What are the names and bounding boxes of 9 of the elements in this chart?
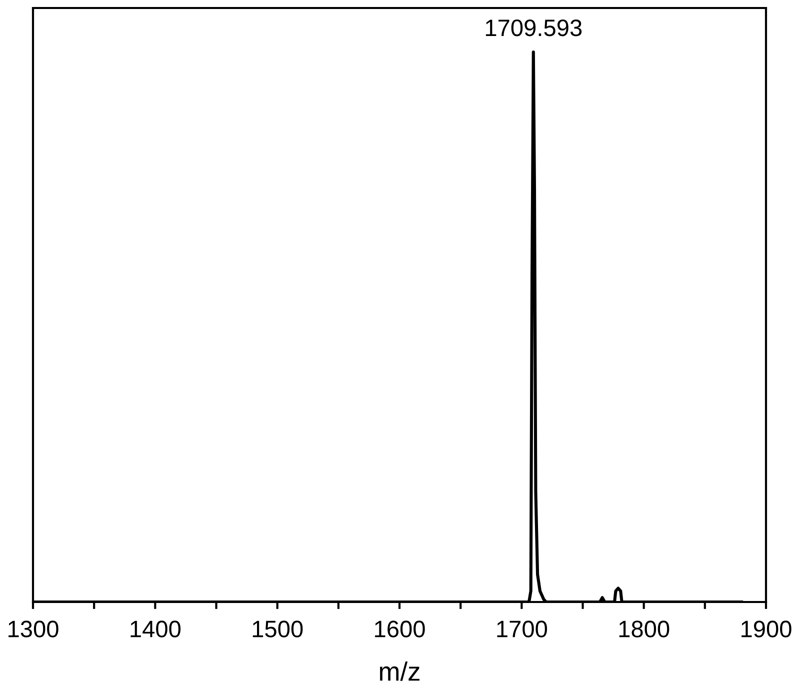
x-tick-label: 1600 (375, 620, 425, 638)
x-tick-label: 1700 (497, 620, 548, 638)
x-tick-label: 1300 (8, 620, 58, 638)
x-axis-title: m/z (380, 662, 420, 681)
x-tick-label: 1400 (130, 620, 181, 638)
x-tick-label: 1500 (252, 620, 303, 638)
annotation: 1709.593 (486, 20, 582, 36)
x-tick-label: 1800 (619, 620, 670, 638)
x-tick-label: 1900 (742, 620, 792, 638)
